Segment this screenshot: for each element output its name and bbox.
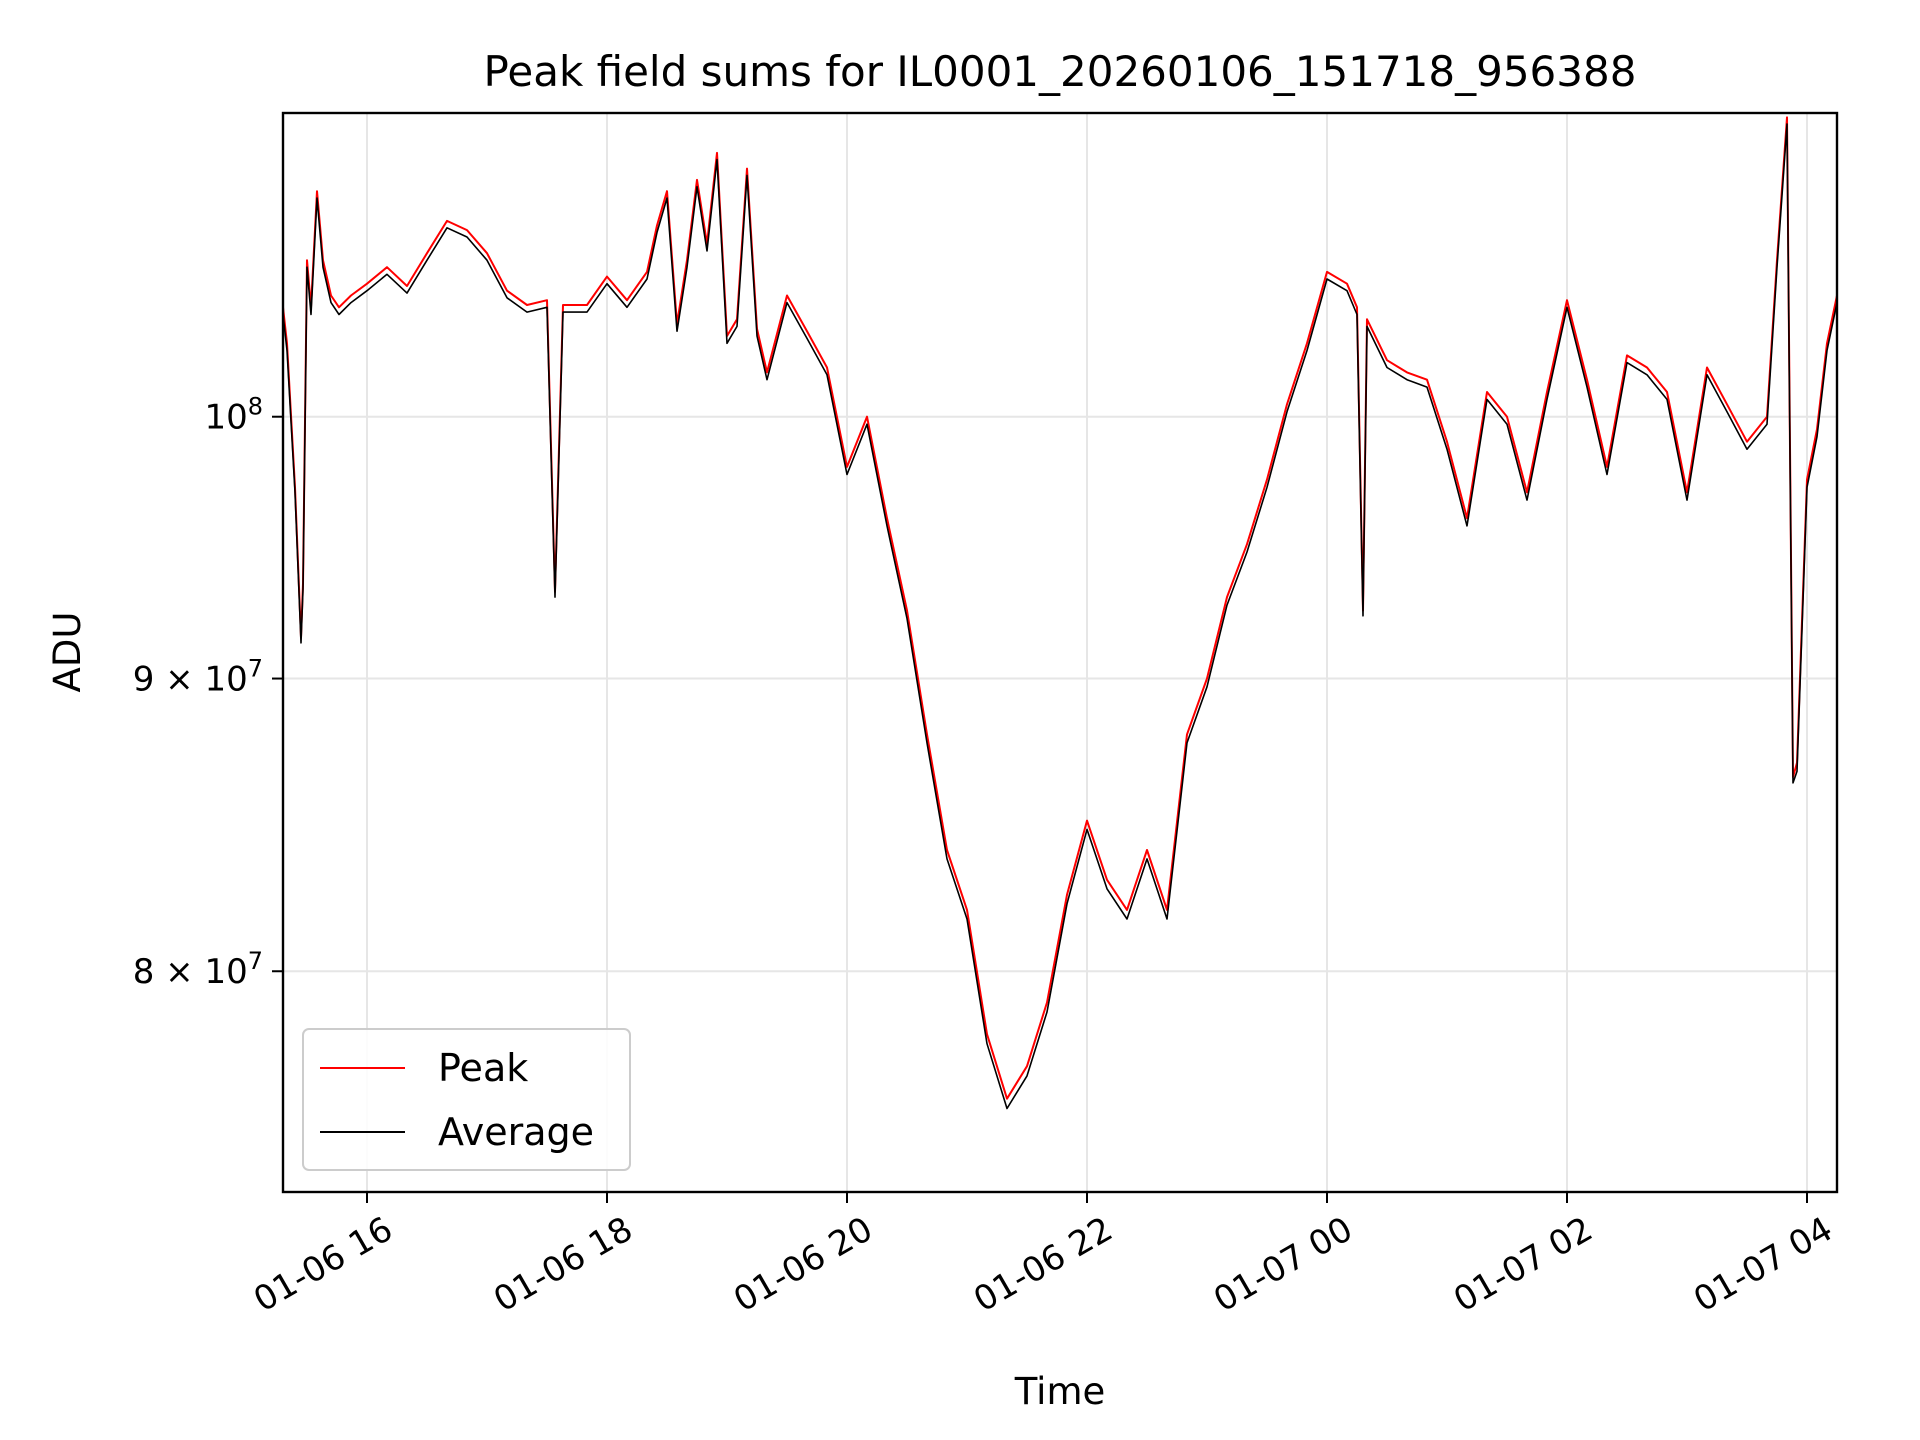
y-tick-label: 108 (204, 393, 263, 438)
y-axis: 8 × 107 9 × 107 108 (133, 393, 283, 992)
legend-label-peak: Peak (438, 1046, 528, 1090)
legend: Peak Average (302, 1028, 631, 1171)
y-tick-label: 8 × 107 (133, 947, 263, 992)
legend-box (302, 1028, 631, 1171)
x-axis-label: Time (1014, 1370, 1106, 1413)
series-layer (283, 116, 1837, 1110)
plot-frame (281, 111, 1839, 1194)
y-axis-label: ADU (46, 612, 89, 693)
chart-title: Peak field sums for IL0001_20260106_1517… (484, 47, 1637, 96)
series-line-average (283, 123, 1837, 1110)
grid (283, 113, 1837, 1192)
legend-label-average: Average (438, 1110, 594, 1154)
series-line-peak (283, 116, 1837, 1100)
y-tick-label: 9 × 107 (133, 655, 263, 700)
